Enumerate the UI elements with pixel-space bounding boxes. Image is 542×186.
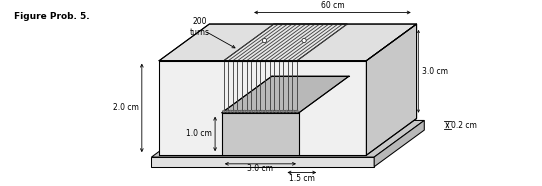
Circle shape — [233, 110, 235, 113]
Circle shape — [292, 110, 295, 113]
Polygon shape — [151, 121, 424, 157]
Text: 3.0 cm: 3.0 cm — [422, 67, 448, 76]
Text: 60 cm: 60 cm — [321, 1, 344, 10]
Text: 200
turns: 200 turns — [190, 17, 210, 37]
Circle shape — [275, 110, 278, 113]
Circle shape — [261, 110, 263, 113]
Circle shape — [257, 110, 260, 113]
Text: 1.5 cm: 1.5 cm — [289, 174, 315, 183]
Text: Figure Prob. 5.: Figure Prob. 5. — [14, 12, 89, 21]
Circle shape — [223, 110, 225, 113]
Circle shape — [268, 110, 270, 113]
Text: 1.0 cm: 1.0 cm — [186, 129, 212, 138]
Polygon shape — [222, 113, 299, 155]
Circle shape — [226, 110, 229, 113]
Polygon shape — [222, 76, 349, 113]
Circle shape — [282, 110, 285, 113]
Polygon shape — [159, 24, 417, 61]
Circle shape — [229, 110, 232, 113]
Circle shape — [296, 110, 298, 113]
Text: 0.2 cm: 0.2 cm — [451, 121, 477, 130]
Circle shape — [240, 110, 242, 113]
Circle shape — [254, 110, 256, 113]
Circle shape — [289, 110, 291, 113]
Polygon shape — [151, 157, 374, 167]
Circle shape — [272, 110, 274, 113]
Circle shape — [279, 110, 281, 113]
Circle shape — [247, 110, 249, 113]
Polygon shape — [224, 24, 347, 61]
Polygon shape — [374, 121, 424, 167]
Polygon shape — [366, 24, 417, 155]
Circle shape — [285, 110, 288, 113]
Circle shape — [264, 110, 267, 113]
Circle shape — [236, 110, 239, 113]
Circle shape — [262, 38, 267, 43]
Circle shape — [243, 110, 246, 113]
Polygon shape — [159, 61, 366, 155]
Text: 3.0 cm: 3.0 cm — [247, 163, 273, 172]
Circle shape — [250, 110, 253, 113]
Text: 2.0 cm: 2.0 cm — [113, 103, 139, 112]
Circle shape — [302, 38, 306, 43]
